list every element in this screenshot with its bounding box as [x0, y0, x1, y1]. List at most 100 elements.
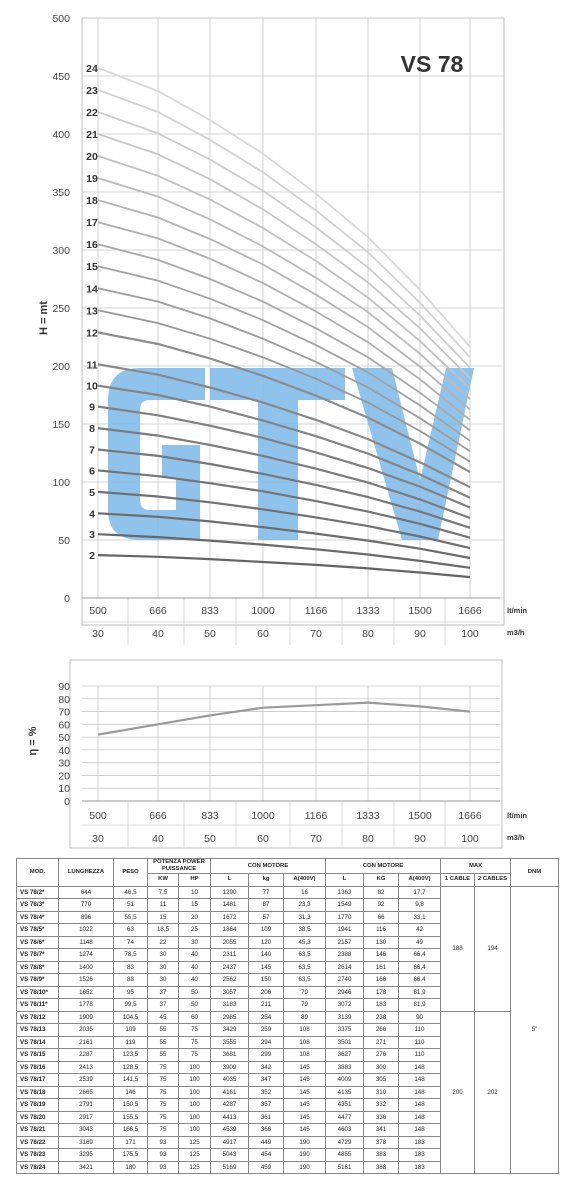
- y-tick-label: 0: [64, 796, 70, 808]
- table-cell: 896: [58, 910, 114, 924]
- curve-stage-20: [97, 155, 471, 390]
- table-cell: 81,9: [398, 985, 442, 999]
- table-cell: 55: [147, 1048, 179, 1062]
- table-cell: 79: [283, 985, 327, 999]
- table-cell: 74: [113, 935, 148, 949]
- table-cell: 2917: [58, 1110, 114, 1124]
- curve-label-3: 3: [89, 529, 95, 541]
- header-motor-b-kg: KG: [363, 873, 400, 887]
- curve-label-8: 8: [89, 423, 95, 435]
- table-cell: 83: [113, 960, 148, 974]
- table-cell: 2539: [58, 1073, 114, 1087]
- header-hp: HP: [177, 873, 212, 887]
- table-cell: 454: [248, 1148, 285, 1162]
- y-tick-label: 40: [58, 745, 70, 757]
- table-cell: 4135: [325, 1085, 365, 1099]
- table-cell: 5043: [210, 1148, 250, 1162]
- table-cell: 100: [177, 1073, 212, 1087]
- y-tick-label: 10: [58, 783, 70, 795]
- x-tick-label-ltmin: 833: [201, 605, 219, 617]
- curve-stage-18: [97, 199, 471, 411]
- model-cell: VS 78/11*: [16, 998, 59, 1012]
- curve-label-19: 19: [86, 173, 98, 185]
- header-max-2-cables: 2 CABLES: [474, 873, 512, 887]
- x-tick-label-m3h: 100: [461, 628, 479, 640]
- table-cell: 294: [248, 1035, 285, 1049]
- x-tick-label-ltmin: 500: [89, 605, 107, 617]
- table-cell: 63,5: [283, 973, 327, 987]
- table-cell: 40: [177, 960, 212, 974]
- table-cell: 3883: [325, 1060, 365, 1074]
- x-tick-label-m3h: 30: [92, 833, 104, 845]
- y-tick-label: 70: [58, 707, 70, 719]
- table-cell: 20: [177, 910, 212, 924]
- table-cell: 130: [363, 935, 400, 949]
- table-cell: 89: [283, 1010, 327, 1024]
- table-cell: 211: [248, 998, 285, 1012]
- table-cell: 55: [147, 1023, 179, 1037]
- x-tick-label-ltmin: 1333: [356, 810, 380, 822]
- x-tick-label-m3h: 60: [257, 833, 269, 845]
- table-cell: 1481: [210, 898, 250, 912]
- curve-label-2: 2: [89, 550, 95, 562]
- model-cell: VS 78/12: [16, 1010, 59, 1024]
- table-row: VS 78/21 3043 166,5 75 100 4539 366 145 4603 341 1…: [16, 1123, 559, 1137]
- table-cell: 2413: [58, 1060, 114, 1074]
- table-cell: 341: [363, 1123, 400, 1137]
- curve-series-group: [97, 67, 471, 579]
- model-cell: VS 78/21: [16, 1123, 59, 1137]
- table-cell: 1941: [325, 923, 365, 937]
- table-cell: 459: [248, 1160, 285, 1174]
- table-cell: 449: [248, 1135, 285, 1149]
- y-tick-label: 60: [58, 719, 70, 731]
- table-cell: 300: [363, 1060, 400, 1074]
- curve-stage-3: [97, 533, 471, 569]
- curve-stage-14: [97, 287, 471, 453]
- table-cell: 140: [248, 948, 285, 962]
- table-cell: 95: [113, 985, 148, 999]
- curve-label-4: 4: [89, 508, 95, 520]
- table-cell: 2740: [325, 973, 365, 987]
- table-cell: 148: [398, 1098, 442, 1112]
- table-cell: 2035: [58, 1023, 114, 1037]
- x-tick-label-ltmin: 1666: [458, 605, 482, 617]
- table-cell: 79: [283, 998, 327, 1012]
- table-cell: 93: [147, 1148, 179, 1162]
- table-cell: 77: [248, 885, 285, 899]
- table-row: VS 78/12 1909 104,5 45 60 2985 254 89 3139 238 90 2…: [16, 1010, 559, 1174]
- curve-label-22: 22: [86, 107, 98, 119]
- table-cell: 5169: [210, 1160, 250, 1174]
- table-cell: 46,5: [113, 885, 148, 899]
- table-cell: 1652: [58, 985, 114, 999]
- table-cell: 183: [398, 1135, 442, 1149]
- table-cell: 109: [248, 923, 285, 937]
- header-kw: KW: [147, 873, 179, 887]
- model-cell: VS 78/20: [16, 1110, 59, 1124]
- table-cell: 383: [363, 1148, 400, 1162]
- table-cell: 1363: [325, 885, 365, 899]
- table-cell: 238: [363, 1010, 400, 1024]
- table-cell: 30: [147, 948, 179, 962]
- table-cell: 3501: [325, 1035, 365, 1049]
- table-row: VS 78/7* 1274 78,5 30 40 2311 140 63,5 2388 146 66…: [16, 948, 559, 962]
- x-tick-labels: 500 30 666 40 833 50 1000 60 1166 70 1333 80 1500 90 1…: [89, 810, 482, 845]
- table-cell: 37: [147, 998, 179, 1012]
- x-tick-label-m3h: 70: [310, 628, 322, 640]
- x-tick-label-ltmin: 1000: [251, 605, 275, 617]
- x-tick-label-m3h: 70: [310, 833, 322, 845]
- x-unit-ltmin: lt/min: [507, 606, 527, 615]
- table-cell: 40: [177, 948, 212, 962]
- table-cell: 342: [248, 1060, 285, 1074]
- table-cell: 1549: [325, 898, 365, 912]
- curve-stage-7: [97, 448, 471, 529]
- curve-label-16: 16: [86, 239, 98, 251]
- table-cell: 81,9: [398, 998, 442, 1012]
- table-cell: 166: [363, 973, 400, 987]
- table-row: VS 78/5* 1022 63 18,5 25 1864 109 38,5 1941 116 42: [16, 923, 559, 937]
- table-cell: 15: [147, 910, 179, 924]
- table-cell: 4917: [210, 1135, 250, 1149]
- model-cell: VS 78/3*: [16, 898, 59, 912]
- table-cell: 2985: [210, 1010, 250, 1024]
- table-cell: 4603: [325, 1123, 365, 1137]
- table-row: VS 78/23 3295 175,5 93 125 5043 454 190 4855 383 1…: [16, 1148, 559, 1162]
